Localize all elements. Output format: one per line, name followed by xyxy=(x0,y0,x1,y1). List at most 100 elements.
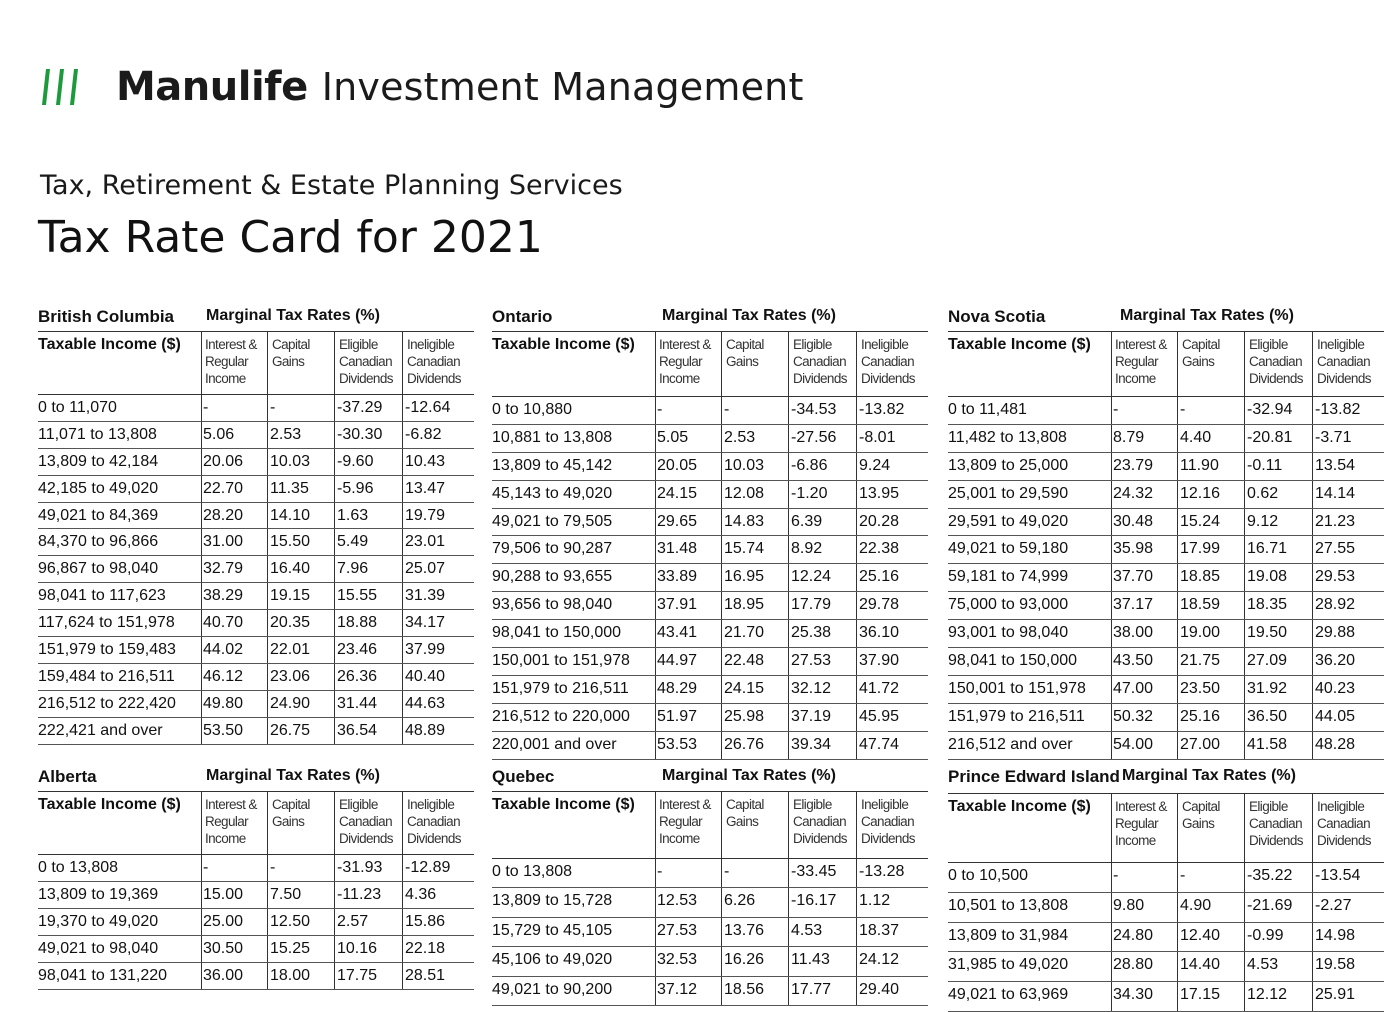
eligible-dividend-rate: -0.99 xyxy=(1247,926,1284,944)
eligible-dividend-rate: -33.45 xyxy=(791,863,837,880)
interest-regular-income-header: Interest & Regular Income xyxy=(659,336,711,387)
column-divider xyxy=(1244,332,1245,396)
header-line: Canadian xyxy=(1317,354,1371,369)
capital-gains-rate: 12.08 xyxy=(724,484,765,502)
eligible-dividend-rate: 19.50 xyxy=(1247,624,1288,642)
brand-name: Manulife xyxy=(116,64,308,110)
header-line: Interest & xyxy=(1115,799,1167,814)
column-divider xyxy=(1244,452,1245,480)
interest-rate: 5.06 xyxy=(203,425,235,443)
taxable-income-header: Taxable Income ($) xyxy=(492,336,635,353)
column-divider xyxy=(721,397,722,424)
ineligible-dividends-header: Ineligible Canadian Dividends xyxy=(407,336,461,387)
column-divider xyxy=(655,620,656,648)
capital-gains-rate: 21.70 xyxy=(724,624,765,642)
income-bracket: 13,809 to 15,728 xyxy=(492,892,613,910)
column-divider xyxy=(1312,648,1313,675)
eligible-dividend-rate: 17.79 xyxy=(791,596,832,614)
table-row: 216,512 to 222,420 49.80 24.90 31.44 44.63 xyxy=(38,690,474,718)
column-divider xyxy=(655,592,656,620)
ineligible-dividend-rate: 10.43 xyxy=(405,452,446,470)
column-divider xyxy=(1111,794,1112,862)
column-divider xyxy=(402,421,403,448)
ineligible-dividends-header: Ineligible Canadian Dividends xyxy=(861,336,915,387)
table-row: 98,041 to 150,000 43.41 21.70 25.38 36.10 xyxy=(492,620,928,649)
column-divider xyxy=(334,663,335,690)
column-divider xyxy=(267,610,268,637)
header-line: Canadian xyxy=(861,814,915,829)
column-divider xyxy=(721,792,722,858)
ineligible-dividend-rate: 25.91 xyxy=(1315,986,1356,1004)
table-row: 11,071 to 13,808 5.06 2.53 -30.30 -6.82 xyxy=(38,421,474,449)
column-divider xyxy=(655,859,656,888)
header-line: Interest & xyxy=(659,337,711,352)
eligible-dividend-rate: -37.29 xyxy=(337,399,383,416)
column-divider xyxy=(1111,703,1112,731)
column-divider xyxy=(267,475,268,502)
ineligible-dividend-rate: 29.40 xyxy=(859,980,900,998)
income-bracket: 49,021 to 98,040 xyxy=(38,940,159,957)
capital-gains-rate: 16.40 xyxy=(270,560,311,578)
table-row: 96,867 to 98,040 32.79 16.40 7.96 25.07 xyxy=(38,556,474,584)
interest-rate: - xyxy=(1113,401,1119,418)
income-bracket: 31,985 to 49,020 xyxy=(948,956,1069,974)
interest-rate: 35.98 xyxy=(1113,540,1154,558)
capital-gains-rate: 13.76 xyxy=(724,921,765,939)
income-bracket: 13,809 to 19,369 xyxy=(38,886,159,903)
table-row: 93,656 to 98,040 37.91 18.95 17.79 29.78 xyxy=(492,592,928,621)
interest-rate: 20.06 xyxy=(203,452,244,470)
interest-rate: 29.65 xyxy=(657,512,698,530)
eligible-dividend-rate: 16.71 xyxy=(1247,540,1288,558)
header-line: Canadian xyxy=(793,354,847,369)
province-table-pei: Prince Edward Island Marginal Tax Rates (… xyxy=(948,765,1384,1012)
capital-gains-rate: 18.85 xyxy=(1180,568,1221,586)
column-divider xyxy=(201,610,202,637)
column-divider xyxy=(1312,703,1313,731)
ineligible-dividends-header: Ineligible Canadian Dividends xyxy=(407,796,461,847)
column-divider xyxy=(856,859,857,888)
header-line: Gains xyxy=(1182,354,1215,369)
column-divider xyxy=(1111,982,1112,1011)
income-bracket: 117,624 to 151,978 xyxy=(38,614,175,632)
column-divider xyxy=(402,909,403,935)
ineligible-dividend-rate: 44.05 xyxy=(1315,707,1356,725)
capital-gains-rate: 12.16 xyxy=(1180,484,1221,502)
income-bracket: 0 to 11,481 xyxy=(948,401,1027,418)
interest-rate: 24.80 xyxy=(1113,926,1154,944)
interest-rate: 37.12 xyxy=(657,980,698,998)
column-divider xyxy=(402,882,403,908)
interest-rate: 25.00 xyxy=(203,913,244,930)
column-divider xyxy=(201,448,202,475)
eligible-dividends-header: Eligible Canadian Dividends xyxy=(339,796,393,847)
capital-gains-rate: 10.03 xyxy=(270,452,311,470)
interest-rate: 12.53 xyxy=(657,892,698,910)
capital-gains-rate: 20.35 xyxy=(270,614,311,632)
column-divider xyxy=(721,917,722,947)
column-divider xyxy=(721,648,722,675)
interest-rate: 49.80 xyxy=(203,694,244,712)
column-divider xyxy=(1244,592,1245,620)
column-divider xyxy=(655,452,656,480)
header-line: Ineligible xyxy=(407,337,455,352)
interest-rate: 23.79 xyxy=(1113,456,1154,474)
ineligible-dividend-rate: 37.90 xyxy=(859,652,900,670)
capital-gains-rate: 25.16 xyxy=(1180,707,1221,725)
column-divider xyxy=(1177,982,1178,1011)
table-row: 151,979 to 216,511 50.32 25.16 36.50 44.05 xyxy=(948,703,1384,732)
ineligible-dividend-rate: 23.01 xyxy=(405,533,446,551)
eligible-dividend-rate: 8.92 xyxy=(791,540,823,558)
table-row: 93,001 to 98,040 38.00 19.00 19.50 29.88 xyxy=(948,620,1384,649)
column-divider xyxy=(655,648,656,675)
ineligible-dividend-rate: -13.82 xyxy=(859,401,905,418)
ineligible-dividend-rate: 41.72 xyxy=(859,679,900,697)
income-bracket: 15,729 to 45,105 xyxy=(492,921,613,939)
interest-rate: 47.00 xyxy=(1113,679,1154,697)
province-name: Nova Scotia xyxy=(948,307,1046,326)
capital-gains-rate: 12.40 xyxy=(1180,926,1221,944)
column-divider xyxy=(1111,397,1112,424)
column-divider xyxy=(721,452,722,480)
column-divider xyxy=(267,332,268,394)
column-divider xyxy=(201,556,202,583)
ineligible-dividend-rate: 20.28 xyxy=(859,512,900,530)
ineligible-dividend-rate: 14.98 xyxy=(1315,926,1356,944)
